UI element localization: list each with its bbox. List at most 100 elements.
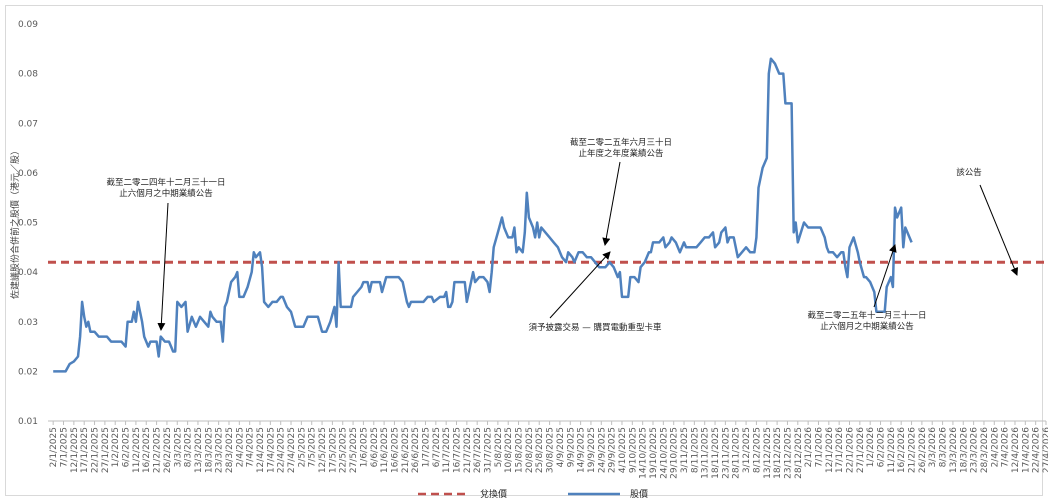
annotation-arrow [979,184,1019,276]
x-tick-label: 24/9/2025 [597,427,607,473]
x-tick-label: 27/1/2025 [101,427,111,473]
x-tick-label: 6/2/2025 [122,427,132,467]
x-tick-label: 13/3/2026 [949,427,959,473]
y-tick-label: 0.05 [18,219,38,229]
annotation-text: 截至二零二四年十二月三十一日 [106,177,225,188]
x-tick-label: 23/3/2026 [970,427,980,473]
x-tick-label: 8/12/2025 [752,427,762,473]
y-tick-label: 0.02 [18,367,38,377]
annotation-arrow [157,202,169,331]
x-tick-label: 13/12/2025 [763,427,773,479]
x-tick-label: 11/2/2025 [132,427,142,473]
annotation-text: 止年度之年度業績公告 [578,148,663,159]
x-tick-label: 17/4/2026 [1021,427,1031,473]
x-tick-label: 2/1/2026 [804,427,814,468]
annotation-text: 截至二零二五年六月三十日 [570,137,672,148]
x-tick-label: 27/4/2025 [287,427,297,473]
x-tick-label: 4/9/2025 [556,427,566,467]
y-tick-label: 0.03 [18,318,38,328]
x-tick-label: 11/7/2025 [442,427,452,473]
x-tick-label: 27/1/2026 [856,427,866,473]
annotation-text: 止六個月之中期業績公告 [820,321,914,332]
x-tick-label: 12/4/2025 [256,427,266,473]
y-tick-label: 0.09 [18,20,38,30]
x-tick-label: 11/6/2025 [380,427,390,473]
x-tick-label: 16/6/2025 [390,427,400,473]
x-tick-label: 1/7/2025 [421,427,431,467]
x-tick-label: 26/2/2025 [163,427,173,473]
x-tick-label: 17/1/2025 [80,427,90,473]
x-tick-label: 18/11/2025 [711,427,721,479]
y-tick-label: 0.01 [18,417,38,427]
x-tick-label: 16/7/2025 [453,427,463,473]
x-tick-label: 19/9/2025 [587,427,597,473]
x-tick-label: 25/8/2025 [535,427,545,473]
x-tick-label: 21/6/2025 [401,427,411,473]
x-tick-label: 31/7/2025 [484,427,494,473]
y-tick-label: 0.06 [18,169,38,179]
x-tick-label: 9/10/2025 [628,427,638,473]
x-tick-label: 23/12/2025 [783,427,793,479]
x-tick-label: 4/10/2025 [618,427,628,473]
x-tick-label: 18/12/2025 [773,427,783,479]
x-tick-label: 8/11/2025 [690,427,700,473]
x-tick-label: 21/2/2026 [908,427,918,473]
x-tick-label: 3/3/2025 [173,427,183,467]
x-tick-label: 8/3/2025 [184,427,194,467]
x-tick-label: 23/3/2025 [215,427,225,473]
annotation-text: 須予披露交易 — 購買電動重型卡車 [529,322,662,333]
legend: 兌換價 股價 [418,488,648,500]
annotation-arrow [873,244,897,308]
x-tick-label: 6/2/2026 [877,427,887,468]
x-tick-label: 24/10/2025 [659,427,669,479]
x-tick-label: 12/1/2025 [70,427,80,473]
x-tick-label: 12/1/2026 [825,427,835,473]
x-tick-label: 2/4/2026 [990,427,1000,468]
y-tick-label: 0.08 [18,70,38,80]
x-tick-label: 29/9/2025 [608,427,618,473]
x-tick-label: 2/4/2025 [235,427,245,467]
x-tick-label: 7/4/2025 [246,427,256,467]
x-tick-label: 1/2/2025 [111,427,121,467]
x-tick-label: 3/11/2025 [680,427,690,473]
x-tick-label: 1/2/2026 [866,427,876,468]
x-tick-label: 7/5/2025 [308,427,318,467]
x-tick-label: 29/10/2025 [670,427,680,479]
x-tick-label: 30/8/2025 [546,427,556,473]
x-tick-label: 14/9/2025 [577,427,587,473]
y-tick-label: 0.04 [18,268,38,278]
legend-price-label: 股價 [630,489,648,500]
x-tick-label: 2/5/2025 [297,427,307,467]
x-tick-label: 17/5/2025 [328,427,338,473]
x-tick-label: 12/5/2025 [318,427,328,473]
y-axis-title: 佐建議股份合併前之股價（港元／股） [9,146,21,299]
x-tick-label: 21/2/2025 [153,427,163,473]
x-tick-label: 16/2/2025 [142,427,152,473]
legend-conversion-label: 兌換價 [480,488,507,500]
x-tick-label: 28/3/2025 [225,427,235,473]
y-tick-label: 0.07 [18,119,38,129]
annotation-text: 止六個月之中期業績公告 [119,188,213,199]
x-tick-label: 16/2/2026 [897,427,907,473]
x-tick-label: 10/8/2025 [504,427,514,473]
x-tick-label: 8/3/2026 [939,427,949,468]
x-tick-label: 12/4/2026 [1011,427,1021,473]
x-tick-label: 18/3/2025 [204,427,214,473]
x-tick-label: 17/4/2025 [266,427,276,473]
x-tick-label: 11/2/2026 [887,427,897,473]
x-tick-label: 9/9/2025 [566,427,576,467]
x-tick-label: 26/7/2025 [473,427,483,473]
x-tick-label: 22/4/2025 [277,427,287,473]
x-tick-label: 2/1/2025 [49,427,59,467]
x-tick-label: 5/8/2025 [494,427,504,467]
x-tick-label: 23/11/2025 [721,427,731,479]
x-tick-label: 28/11/2025 [732,427,742,479]
x-tick-label: 21/7/2025 [463,427,473,473]
x-tick-label: 20/8/2025 [525,427,535,473]
x-tick-label: 6/6/2025 [370,427,380,467]
x-tick-label: 7/1/2025 [60,427,70,467]
x-tick-label: 22/5/2025 [339,427,349,473]
x-tick-label: 28/3/2026 [980,427,990,473]
annotation-arrow [602,161,621,246]
x-tick-label: 3/3/2026 [928,427,938,468]
